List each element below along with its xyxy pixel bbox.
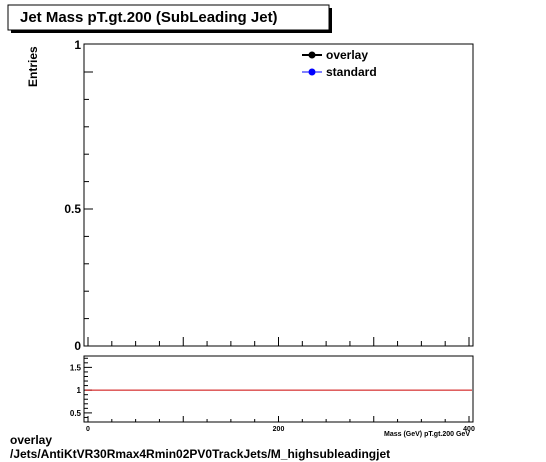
legend-label: overlay bbox=[326, 48, 368, 62]
main-y-tick-label: 0.5 bbox=[64, 202, 81, 216]
ratio-plot-frame bbox=[83, 355, 474, 423]
footer-line-1: overlay bbox=[10, 433, 53, 447]
x-axis-label: Mass (GeV) pT.gt.200 GeV bbox=[384, 431, 470, 438]
ratio-y-tick-label: 1.5 bbox=[70, 363, 82, 372]
main-y-tick-label: 0 bbox=[74, 339, 81, 353]
ratio-y-tick-label: 0.5 bbox=[70, 409, 82, 418]
legend-entry: overlay bbox=[302, 48, 368, 62]
legend-entry: standard bbox=[302, 65, 377, 79]
main-y-axis: 00.51 bbox=[64, 38, 93, 353]
main-plot-frame bbox=[83, 43, 474, 347]
ratio-x-tick-label: 0 bbox=[86, 426, 90, 433]
legend-marker bbox=[308, 68, 316, 76]
main-y-tick-label: 1 bbox=[74, 38, 81, 52]
legend: overlay standard bbox=[302, 48, 377, 79]
chart-title: Jet Mass pT.gt.200 (SubLeading Jet) bbox=[20, 9, 278, 26]
ratio-x-tick-label: 200 bbox=[273, 426, 285, 433]
title-box: Jet Mass pT.gt.200 (SubLeading Jet) bbox=[7, 4, 332, 33]
footer-line-2: /Jets/AntiKtVR30Rmax4Rmin02PV0TrackJets/… bbox=[10, 447, 391, 461]
legend-marker bbox=[308, 51, 316, 59]
y-axis-label: Entries bbox=[26, 46, 40, 87]
main-x-axis bbox=[87, 337, 470, 346]
title-background bbox=[7, 4, 330, 31]
ratio-x-tick-label: 400 bbox=[463, 426, 475, 433]
ratio-x-axis: 0 200 400 bbox=[86, 416, 475, 433]
legend-label: standard bbox=[326, 65, 377, 79]
ratio-y-tick-label: 1 bbox=[77, 386, 82, 395]
